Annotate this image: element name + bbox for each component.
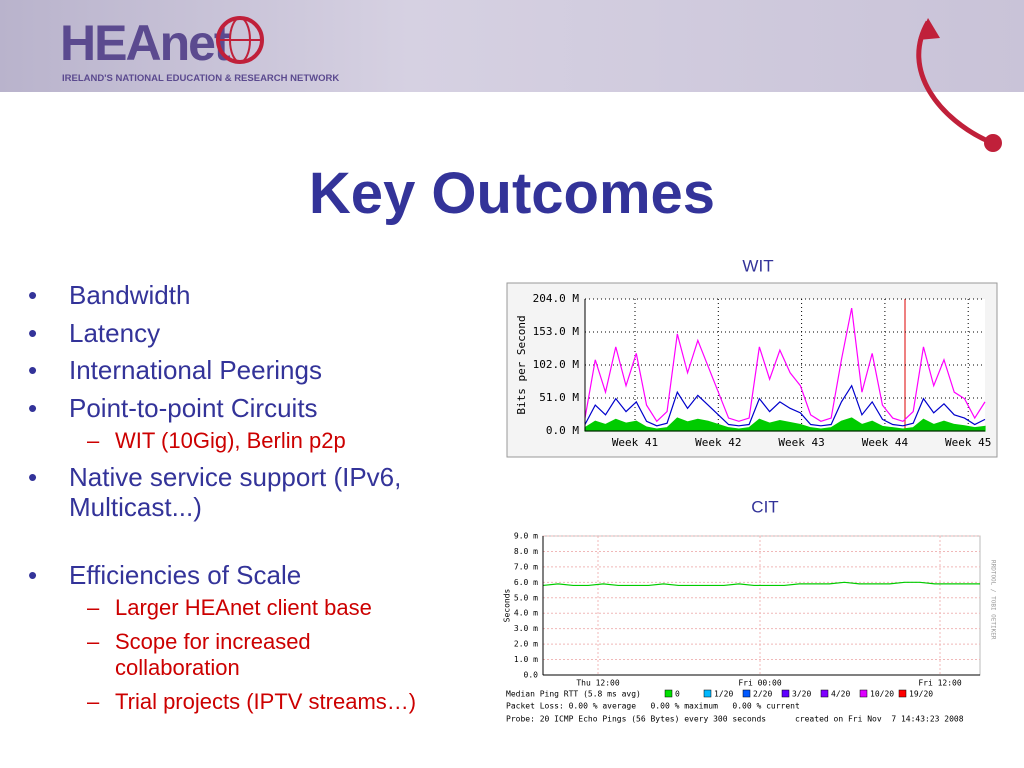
x-tick-label: Fri 00:00 [738, 679, 782, 688]
legend-swatch [664, 689, 673, 698]
y-axis-label: Bits per Second [515, 315, 528, 414]
legend-swatch [859, 689, 868, 698]
y-tick-label: 1.0 m [514, 655, 538, 664]
y-tick-label: 102.0 M [533, 358, 580, 371]
cit-plot [542, 535, 981, 676]
legend-swatch [742, 689, 751, 698]
y-tick-label: 6.0 m [514, 578, 538, 587]
x-tick-label: Week 44 [862, 436, 909, 449]
wit-frame [506, 282, 998, 458]
y-tick-label: 2.0 m [514, 640, 538, 649]
y-tick-label: 204.0 M [533, 292, 580, 305]
legend-label: 19/20 [909, 690, 933, 699]
sub-bullet: Larger HEAnet client base [69, 595, 488, 621]
legend-label: 4/20 [831, 690, 850, 699]
sub-bullet: Trial projects (IPTV streams…) [69, 689, 488, 715]
bullet-text: Point-to-point Circuits [69, 392, 318, 423]
y-tick-label: 0.0 [524, 671, 539, 680]
x-tick-label: Week 42 [695, 436, 741, 449]
header: HEAnet IRELAND'S NATIONAL EDUCATION & RE… [0, 0, 1024, 92]
bullet-list: Bandwidth Latency International Peerings… [28, 280, 488, 723]
tagline: IRELAND'S NATIONAL EDUCATION & RESEARCH … [62, 73, 340, 84]
cit-frame [500, 523, 1000, 730]
y-tick-label: 3.0 m [514, 624, 538, 633]
y-tick-label: 0.0 M [546, 424, 579, 437]
bullet: Latency [28, 318, 488, 348]
y-tick-label: 9.0 m [514, 532, 538, 541]
side-text: RRDTOOL / TOBI OETIKER [990, 560, 997, 640]
x-tick-label: Thu 12:00 [576, 679, 620, 688]
y-axis-label: Seconds [503, 588, 512, 622]
y-tick-label: 153.0 M [533, 325, 580, 338]
series-line [584, 384, 986, 427]
x-tick-label: Week 45 [945, 436, 991, 449]
y-tick-label: 7.0 m [514, 562, 538, 571]
legend-swatch [703, 689, 712, 698]
x-tick-label: Fri 12:00 [918, 679, 962, 688]
legend-label: 3/20 [792, 690, 811, 699]
bullet: Efficiencies of Scale Larger HEAnet clie… [28, 560, 488, 715]
bullet: International Peerings [28, 355, 488, 385]
x-tick-label: Week 41 [612, 436, 658, 449]
x-tick-label: Week 43 [778, 436, 824, 449]
bullet: Point-to-point Circuits WIT (10Gig), Ber… [28, 393, 488, 454]
legend-label: 10/20 [870, 690, 894, 699]
chart-note: Probe: 20 ICMP Echo Pings (56 Bytes) eve… [506, 715, 964, 724]
y-tick-label: 8.0 m [514, 547, 538, 556]
series-area [584, 417, 986, 432]
chart-note: Packet Loss: 0.00 % average 0.00 % maxim… [506, 702, 800, 711]
legend-label: 2/20 [753, 690, 772, 699]
chart-title: WIT [742, 256, 773, 275]
legend-label: 1/20 [714, 690, 733, 699]
legend-label: 0 [675, 690, 680, 699]
y-tick-label: 51.0 M [539, 391, 579, 404]
slide-title: Key Outcomes [308, 161, 716, 226]
sub-bullet: WIT (10Gig), Berlin p2p [69, 428, 488, 454]
wit-plot [585, 299, 985, 431]
sub-bullet: Scope for increased collaboration [69, 629, 375, 681]
series-line [584, 307, 986, 423]
legend-swatch [898, 689, 907, 698]
legend-swatch [820, 689, 829, 698]
y-tick-label: 4.0 m [514, 609, 538, 618]
legend-title: Median Ping RTT (5.8 ms avg) [506, 690, 641, 699]
chart-title: CIT [751, 497, 778, 516]
logo: HEAnet [60, 15, 231, 71]
series-line [542, 581, 980, 587]
legend-swatch [781, 689, 790, 698]
bullet: Native service support (IPv6, Multicast.… [28, 462, 489, 522]
bullet-text: Efficiencies of Scale [69, 559, 302, 590]
y-tick-label: 5.0 m [514, 593, 538, 602]
bullet: Bandwidth [28, 280, 488, 310]
